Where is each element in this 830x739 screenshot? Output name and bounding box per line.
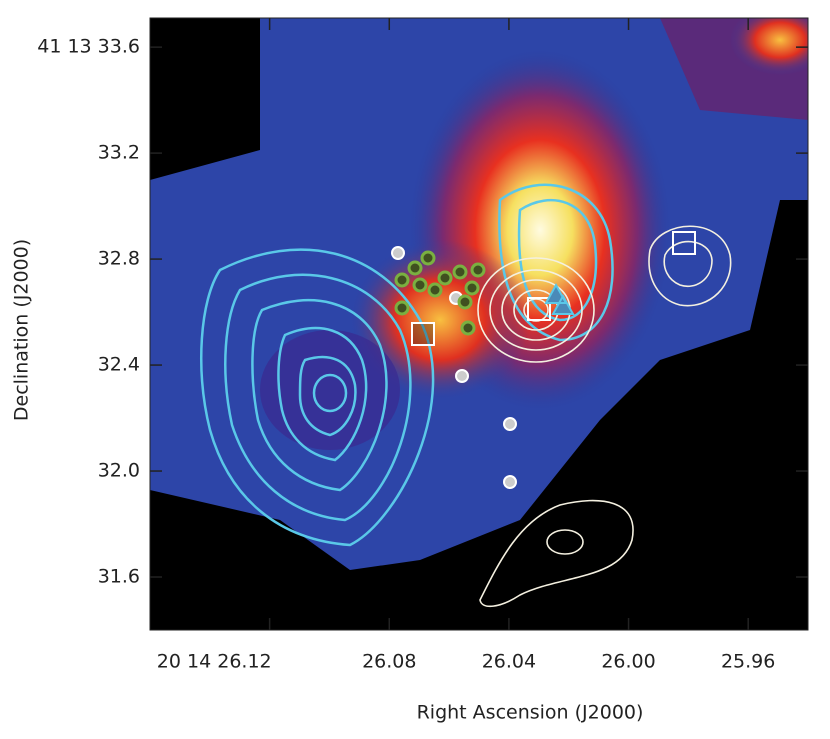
x-tick-label: 25.96	[721, 651, 775, 673]
y-tick-label: 32.8	[98, 248, 140, 270]
y-tick-label: 33.2	[98, 142, 140, 164]
y-tick-label: 32.0	[98, 460, 140, 482]
x-tick-label: 26.08	[362, 651, 416, 673]
image	[150, 18, 808, 630]
x-tick-label: 26.00	[601, 651, 655, 673]
y-axis-label: Declination (J2000)	[11, 239, 33, 421]
markers	[391, 231, 696, 489]
contours	[200, 183, 732, 608]
x-axis-label: Right Ascension (J2000)	[417, 702, 644, 724]
y-tick-label: 41 13 33.6	[37, 36, 140, 58]
x-tick-label: 20 14 26.12	[157, 651, 272, 673]
y-tick-label: 31.6	[98, 566, 140, 588]
x-tick-label: 26.04	[482, 651, 536, 673]
plot-frame	[149, 17, 809, 631]
y-tick-label: 32.4	[98, 354, 140, 376]
